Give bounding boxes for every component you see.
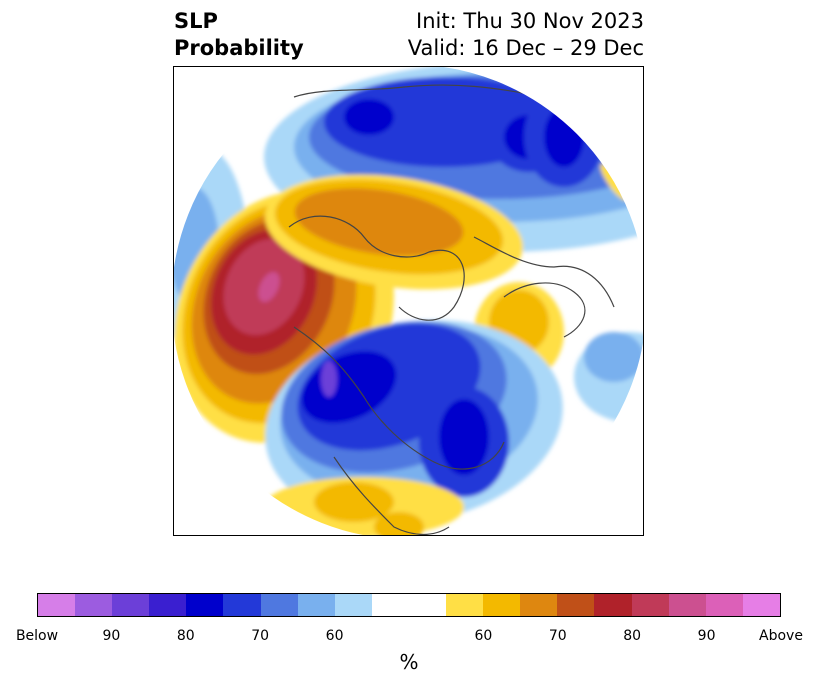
colorbar-tick-label: 70: [251, 628, 270, 644]
colorbar-segment: [631, 594, 669, 616]
title-variable: SLP: [174, 9, 218, 33]
colorbar-segment: [297, 594, 335, 616]
colorbar-tick-label: Above: [759, 628, 803, 644]
colorbar-tick-label: 70: [548, 628, 567, 644]
colorbar-tick-label: 80: [176, 628, 195, 644]
colorbar-unit-label: %: [399, 650, 419, 674]
colorbar-segment: [705, 594, 743, 616]
colorbar-segment: [742, 594, 780, 616]
colorbar-tick-label: Below: [15, 628, 59, 644]
colorbar-segment: [668, 594, 706, 616]
colorbar-segment: [408, 594, 447, 616]
colorbar-segment: [594, 594, 632, 616]
colorbar-segment: [112, 594, 150, 616]
colorbar: [37, 593, 781, 617]
forecast-dates: Init: Thu 30 Nov 2023 Valid: 16 Dec – 29…: [408, 8, 644, 62]
polar-map: [173, 66, 644, 536]
colorbar-tick-label: 80: [623, 628, 642, 644]
colorbar-segment: [334, 594, 372, 616]
colorbar-segment: [186, 594, 224, 616]
map-canvas: [174, 67, 643, 535]
colorbar-segment: [446, 594, 484, 616]
title-product: Probability: [174, 36, 304, 60]
colorbar-tick-label: 90: [102, 628, 121, 644]
colorbar-segment: [520, 594, 558, 616]
colorbar-tick-label: 60: [474, 628, 493, 644]
init-date: Init: Thu 30 Nov 2023: [416, 9, 644, 33]
valid-range: Valid: 16 Dec – 29 Dec: [407, 36, 644, 60]
colorbar-tick-label: 60: [325, 628, 344, 644]
probability-field: [174, 67, 643, 535]
colorbar-segment: [149, 594, 187, 616]
colorbar-segment: [38, 594, 76, 616]
colorbar-segment: [75, 594, 113, 616]
colorbar-segment: [371, 594, 409, 616]
colorbar-segment: [260, 594, 298, 616]
chart-title: SLP Probability: [174, 8, 304, 62]
colorbar-segment: [557, 594, 595, 616]
colorbar-tick-label: 90: [697, 628, 716, 644]
colorbar-segment: [223, 594, 261, 616]
colorbar-segment: [483, 594, 521, 616]
